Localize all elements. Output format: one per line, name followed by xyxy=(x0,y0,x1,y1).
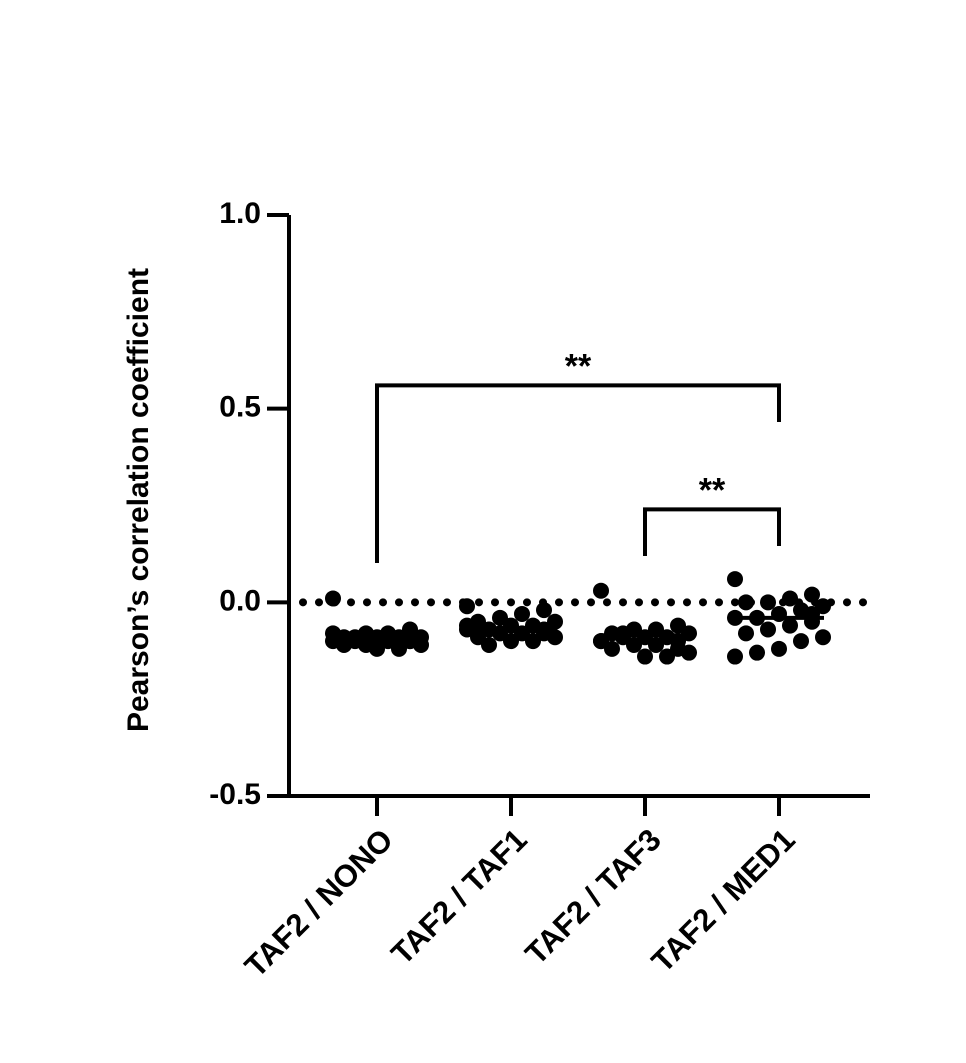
data-point xyxy=(804,586,820,603)
data-point xyxy=(749,644,765,661)
data-point xyxy=(637,648,653,665)
x-tick-label: TAF2 / NONO xyxy=(238,822,400,984)
x-tick-label: TAF2 / TAF3 xyxy=(518,822,667,971)
data-point xyxy=(815,629,831,646)
data-point xyxy=(325,590,341,607)
data-point xyxy=(503,633,519,650)
data-point xyxy=(782,617,798,634)
significance-bracket xyxy=(375,383,781,563)
significance-label: ** xyxy=(565,347,592,385)
data-point xyxy=(782,590,798,607)
y-axis-label: Pearson’s correlation coefficient xyxy=(122,268,155,732)
y-tick-label: 0.5 xyxy=(219,391,261,424)
y-tick-label: -0.5 xyxy=(209,778,261,811)
data-point xyxy=(626,636,642,653)
data-point xyxy=(648,636,664,653)
significance-bracket xyxy=(643,507,781,556)
data-point xyxy=(727,648,743,665)
data-point xyxy=(738,625,754,642)
y-tick-label: 1.0 xyxy=(219,197,261,230)
data-point xyxy=(738,594,754,611)
data-point xyxy=(536,602,552,619)
data-point xyxy=(514,605,530,622)
y-tick-label: 0.0 xyxy=(219,584,261,617)
x-tick-label: TAF2 / MED1 xyxy=(645,822,802,979)
data-point xyxy=(727,571,743,588)
significance-label: ** xyxy=(699,471,726,509)
data-point xyxy=(369,640,385,657)
data-point xyxy=(481,636,497,653)
data-point xyxy=(771,640,787,657)
data-point xyxy=(459,598,475,615)
data-point xyxy=(760,621,776,638)
data-point xyxy=(760,594,776,611)
x-tick-label: TAF2 / TAF1 xyxy=(384,822,533,971)
data-point xyxy=(670,640,686,657)
data-point xyxy=(593,582,609,599)
data-point xyxy=(793,633,809,650)
